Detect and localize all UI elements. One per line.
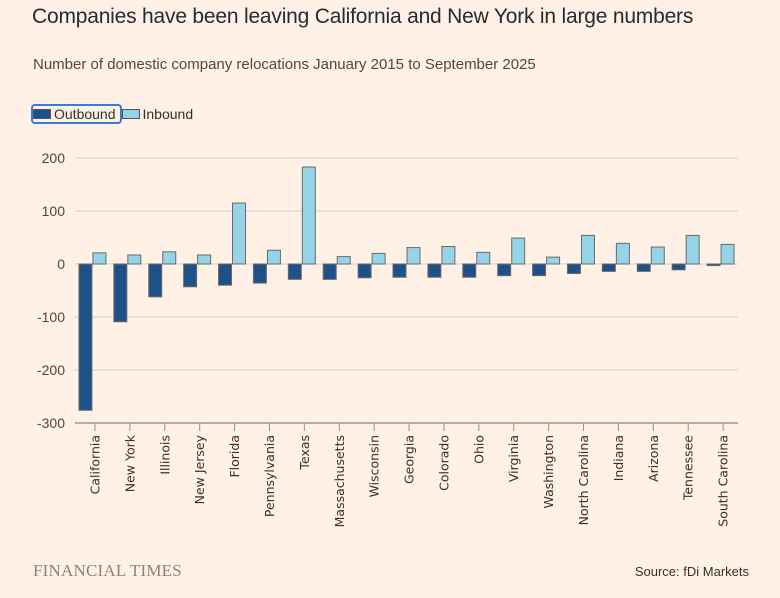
legend-item-inbound[interactable]: Inbound <box>121 106 196 122</box>
x-tick-label: Wisconsin <box>367 435 382 497</box>
bar-outbound <box>218 263 233 286</box>
x-tick-label: Pennsylvania <box>262 435 277 517</box>
x-tick-label: South Carolina <box>716 435 731 527</box>
bar-outbound <box>113 263 128 323</box>
bar-outbound <box>671 263 686 271</box>
x-axis: California New York Illinois New Jersey Flor… <box>88 423 731 527</box>
outbound-swatch <box>33 109 51 119</box>
y-tick-label: -200 <box>37 362 65 378</box>
bar-outbound <box>566 263 581 275</box>
bar-outbound <box>636 263 651 272</box>
legend-item-outbound[interactable]: Outbound <box>31 104 122 124</box>
bar-outbound <box>322 263 337 280</box>
bar-inbound <box>685 234 700 265</box>
y-tick-label: -100 <box>37 309 65 325</box>
source-note: Source: fDi Markets <box>634 564 749 579</box>
x-tick-label: Illinois <box>157 435 172 475</box>
bar-outbound <box>497 263 512 277</box>
bar-outbound <box>601 263 616 272</box>
y-tick-label: -300 <box>37 415 65 431</box>
bar-outbound <box>706 263 721 267</box>
x-tick-label: Ohio <box>471 435 486 464</box>
x-tick-label: New Jersey <box>192 434 207 504</box>
y-tick-label: 100 <box>42 203 66 219</box>
x-tick-label: Arizona <box>646 435 661 482</box>
bar-outbound <box>183 263 198 288</box>
bar-outbound <box>427 263 442 278</box>
x-tick-label: Indiana <box>611 435 626 481</box>
bar-outbound <box>357 263 372 279</box>
bar-inbound <box>92 252 107 265</box>
bar-inbound <box>511 237 526 265</box>
bar-outbound <box>392 263 407 278</box>
legend-label-outbound: Outbound <box>54 106 116 122</box>
bar-inbound <box>266 249 281 265</box>
chart-subtitle: Number of domestic company relocations J… <box>33 56 536 73</box>
y-axis: 200 100 0 -100 -200 -300 <box>37 150 65 431</box>
chart-title: Companies have been leaving California a… <box>32 5 694 28</box>
bar-inbound <box>476 251 491 265</box>
bar-inbound <box>546 256 561 265</box>
inbound-swatch <box>121 109 140 119</box>
bar-inbound <box>406 247 421 265</box>
x-tick-label: Virginia <box>506 435 521 482</box>
y-tick-label: 0 <box>57 256 65 272</box>
bar-inbound <box>615 242 630 265</box>
bar-outbound <box>462 263 477 278</box>
bar-outbound <box>252 263 267 284</box>
x-tick-label: Colorado <box>436 435 451 491</box>
x-tick-label: Georgia <box>402 435 417 484</box>
bar-inbound <box>336 256 351 265</box>
bar-outbound <box>532 263 547 277</box>
x-tick-label: Washington <box>541 435 556 508</box>
x-tick-label: North Carolina <box>576 435 591 525</box>
legend-label-inbound: Inbound <box>142 106 194 122</box>
bar-outbound <box>148 263 163 298</box>
bar-outbound <box>78 263 93 411</box>
bar-inbound <box>301 166 316 265</box>
bar-inbound <box>371 252 386 265</box>
bar-inbound <box>580 234 595 265</box>
x-tick-label: Florida <box>227 435 242 478</box>
ft-logo: FINANCIAL TIMES <box>33 561 182 580</box>
x-tick-label: Tennessee <box>681 435 696 501</box>
gridlines <box>75 157 738 424</box>
bar-inbound <box>720 243 735 265</box>
x-tick-label: Texas <box>297 435 312 471</box>
bar-inbound <box>441 246 456 265</box>
bar-inbound <box>162 251 177 265</box>
legend: Outbound Inbound <box>31 104 196 124</box>
x-tick-label: New York <box>122 434 137 492</box>
bar-inbound <box>650 246 665 265</box>
bar-outbound <box>287 263 302 280</box>
bar-inbound <box>197 254 212 265</box>
bar-inbound <box>127 254 142 265</box>
x-tick-label: Massachusetts <box>332 435 347 527</box>
bars <box>78 166 735 411</box>
y-tick-label: 200 <box>42 150 66 166</box>
x-tick-label: California <box>88 435 103 494</box>
bar-inbound <box>232 202 247 265</box>
